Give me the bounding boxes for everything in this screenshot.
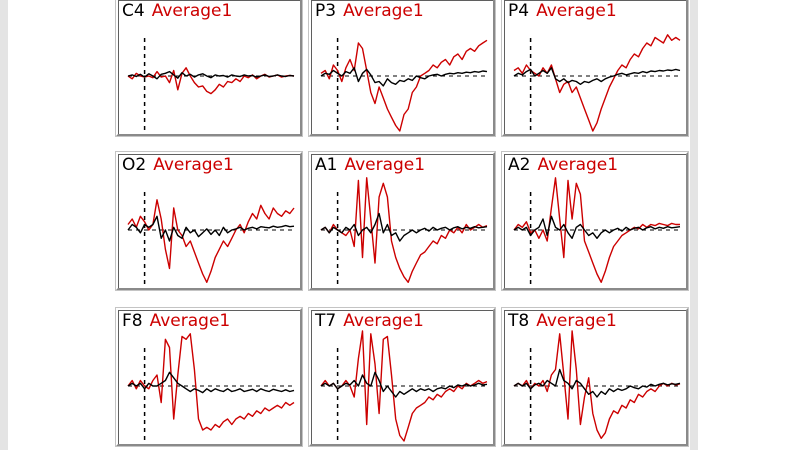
channel-panel-f8[interactable]: F8 Average1 bbox=[116, 308, 302, 446]
channel-label: P4 bbox=[508, 1, 530, 21]
channel-panel-t7[interactable]: T7 Average1 bbox=[309, 308, 495, 446]
channel-panel-o2[interactable]: O2 Average1 bbox=[116, 152, 302, 290]
waveform-plot bbox=[320, 330, 488, 444]
average-label: Average1 bbox=[149, 311, 231, 331]
reference-waveform bbox=[513, 368, 681, 398]
reference-waveform bbox=[320, 67, 488, 87]
average-waveform bbox=[127, 67, 295, 95]
average-label: Average1 bbox=[151, 1, 233, 21]
channel-label: O2 bbox=[122, 155, 147, 175]
right-empty-area bbox=[694, 0, 810, 450]
waveform-plot bbox=[127, 192, 295, 288]
reference-waveform bbox=[320, 212, 488, 242]
reference-waveform bbox=[513, 67, 681, 86]
panel-title: T8 Average1 bbox=[508, 311, 617, 331]
reference-waveform bbox=[320, 371, 488, 398]
average-waveform bbox=[127, 333, 295, 431]
reference-waveform bbox=[513, 215, 681, 240]
panel-title: T7 Average1 bbox=[315, 311, 424, 331]
channel-panel-c4[interactable]: C4 Average1 bbox=[116, 0, 302, 136]
channel-panel-a2[interactable]: A2 Average1 bbox=[502, 152, 688, 290]
average-waveform bbox=[127, 199, 295, 284]
channel-label: T8 bbox=[508, 311, 530, 331]
average-waveform bbox=[320, 39, 488, 132]
average-label: Average1 bbox=[153, 155, 234, 175]
waveform-plot bbox=[320, 177, 488, 288]
panel-title: A2 Average1 bbox=[508, 155, 618, 175]
average-waveform bbox=[513, 330, 681, 440]
waveform-plot bbox=[513, 34, 681, 134]
waveform-plot bbox=[127, 38, 295, 134]
average-waveform bbox=[513, 34, 681, 132]
average-label: Average1 bbox=[536, 311, 617, 331]
waveform-plot bbox=[513, 330, 681, 444]
channel-label: C4 bbox=[122, 1, 145, 21]
reference-waveform bbox=[127, 371, 295, 394]
channel-panel-p4[interactable]: P4 Average1 bbox=[502, 0, 688, 136]
panel-title: P4 Average1 bbox=[508, 1, 617, 21]
average-waveform bbox=[513, 177, 680, 284]
left-window-strip bbox=[0, 0, 8, 450]
average-waveform bbox=[320, 177, 488, 284]
channel-label: P3 bbox=[315, 1, 337, 21]
panel-title: F8 Average1 bbox=[122, 311, 230, 331]
average-label: Average1 bbox=[344, 155, 426, 175]
channel-label: A1 bbox=[315, 155, 338, 175]
average-label: Average1 bbox=[536, 1, 617, 21]
right-window-strip bbox=[690, 0, 698, 450]
average-label: Average1 bbox=[537, 155, 619, 175]
reference-waveform bbox=[127, 215, 295, 242]
reference-waveform bbox=[127, 70, 295, 80]
channel-panel-t8[interactable]: T8 Average1 bbox=[502, 308, 688, 446]
waveform-plot bbox=[127, 333, 295, 444]
panel-title: O2 Average1 bbox=[122, 155, 234, 175]
panel-title: C4 Average1 bbox=[122, 1, 232, 21]
average-label: Average1 bbox=[343, 1, 424, 21]
panel-title: A1 Average1 bbox=[315, 155, 425, 175]
panel-title: P3 Average1 bbox=[315, 1, 424, 21]
waveform-plot bbox=[513, 177, 681, 288]
waveform-plot bbox=[320, 38, 488, 134]
channel-label: T7 bbox=[315, 311, 337, 331]
channel-label: A2 bbox=[508, 155, 531, 175]
average-label: Average1 bbox=[343, 311, 424, 331]
channel-panel-a1[interactable]: A1 Average1 bbox=[309, 152, 495, 290]
channel-label: F8 bbox=[122, 311, 143, 331]
channel-panel-p3[interactable]: P3 Average1 bbox=[309, 0, 495, 136]
